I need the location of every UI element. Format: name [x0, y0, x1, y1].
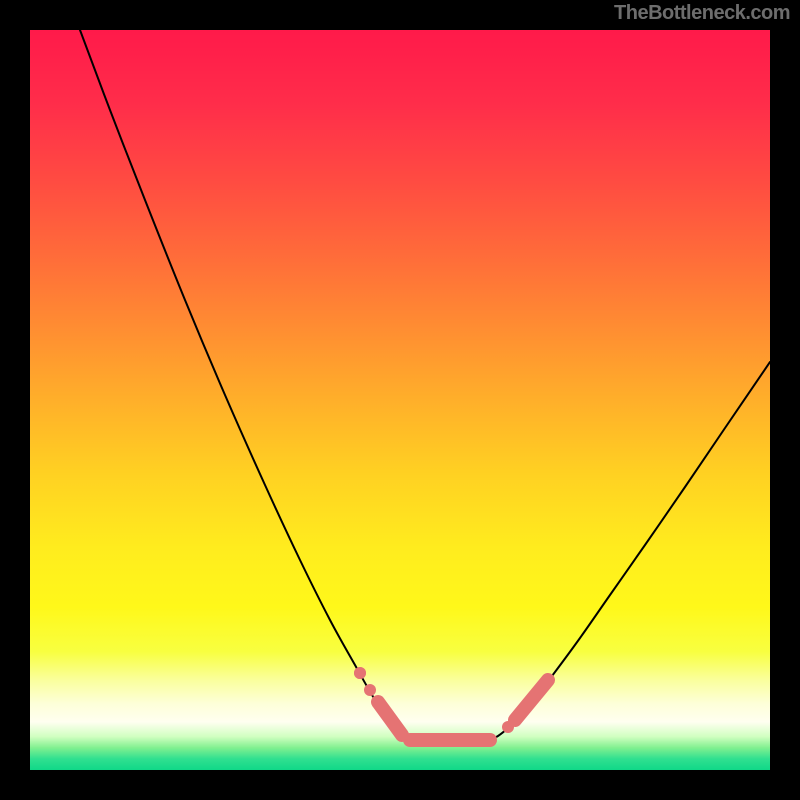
marker-dot	[354, 667, 366, 679]
chart-root: TheBottleneck.com	[0, 0, 800, 800]
plot-background	[30, 30, 770, 770]
marker-dot	[364, 684, 376, 696]
attribution-text: TheBottleneck.com	[614, 2, 790, 25]
bottleneck-chart	[0, 0, 800, 800]
